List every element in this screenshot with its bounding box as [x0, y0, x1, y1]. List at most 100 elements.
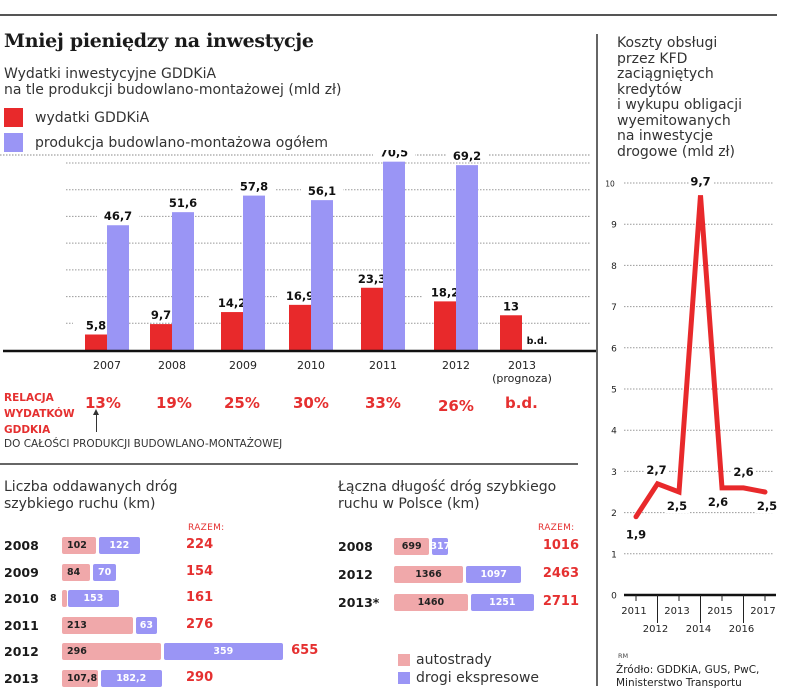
row-year: 2008: [338, 539, 373, 554]
x-tick-label: 2011: [621, 606, 646, 617]
bar-autostrady: 296: [62, 643, 161, 660]
line-series: [633, 195, 768, 520]
label-bg: [706, 494, 730, 509]
x-tick-label: 2013: [508, 359, 536, 372]
y-tick-label: 9: [611, 221, 617, 231]
relation-value: 33%: [365, 394, 401, 412]
legend-item-wydatki: wydatki GDDKiA: [4, 108, 149, 127]
relation-arrow: [96, 412, 97, 432]
bar-value-label: 23,3: [358, 272, 386, 286]
bar-value-label: 18,2: [431, 285, 459, 299]
bar-value-label: 46,7: [104, 209, 132, 223]
label-bg: [624, 527, 648, 542]
right-title-line: i wykupu obligacji: [617, 97, 743, 113]
bar-ekspresowe: 1251: [470, 594, 534, 611]
bar-autostrady: 107,8: [62, 669, 98, 687]
bar-value-label: 5,8: [86, 319, 106, 333]
x-tick-label: 2015: [707, 606, 732, 617]
relation-value: 26%: [438, 397, 474, 415]
row-year: 2008: [4, 538, 39, 553]
horizontal-divider: [0, 463, 578, 465]
y-tick-label: 8: [611, 262, 617, 272]
legend-item-ekspresowe: drogi ekspresowe: [398, 670, 539, 686]
row-total: 2711: [542, 594, 579, 609]
x-tick-label: 2012: [643, 624, 668, 635]
vertical-divider: [596, 34, 598, 686]
bar-wydatki: [221, 312, 243, 350]
chart-subtitle: Wydatki inwestycyjne GDDKiA na tle produ…: [4, 66, 342, 98]
source-line: Ministerstwo Transportu: [616, 677, 742, 689]
page-title: Mniej pieniędzy na inwestycje: [4, 30, 314, 52]
legend-label: wydatki GDDKiA: [35, 109, 150, 126]
bar-produkcja: [383, 161, 405, 350]
relation-value: 25%: [224, 394, 260, 412]
bar-ekspresowe: 122: [98, 537, 140, 554]
bar-produkcja: [456, 165, 478, 350]
bar-value-label: 70,5: [380, 150, 408, 160]
source-line: Źródło: GDDKiA, GUS, PwC,: [616, 664, 760, 676]
point-value-label: 2,5: [757, 499, 777, 513]
row-total: 154: [186, 563, 214, 579]
bar-ekspresowe: 1097: [465, 566, 522, 583]
x-tick-label: 2016: [729, 624, 754, 635]
y-tick-label: 7: [611, 303, 617, 313]
x-tick-label: 2009: [229, 359, 257, 372]
bar-wydatki: [85, 334, 107, 350]
bar-value-label: 69,2: [453, 150, 481, 163]
row-total: 655: [291, 643, 319, 658]
label-bg: [488, 298, 534, 313]
label-bg: [755, 499, 779, 513]
right-title-line: Koszty obsługi: [617, 35, 718, 51]
bar-autostrady: 102: [62, 537, 96, 554]
relation-label: RELACJA WYDATKÓW GDDKIA: [4, 390, 75, 438]
row-total: 290: [186, 669, 214, 685]
bar-value-label: 51,6: [169, 196, 197, 210]
right-chart-title: Koszty obsługi przez KFD zaciągniętych k…: [617, 35, 743, 160]
bar-value-label: b.d.: [527, 336, 548, 347]
row-year: 2012: [4, 644, 39, 659]
total-length-title: Łączna długość dróg szybkiego ruchu w Po…: [338, 479, 556, 513]
label-bg: [446, 150, 488, 163]
relation-value: 13%: [85, 394, 121, 412]
row-year: 2010: [4, 591, 39, 606]
legend-swatch-purple: [398, 672, 410, 684]
fast-roads-title-line: szybkiego ruchu (km): [4, 496, 156, 512]
bar-produkcja: [107, 225, 129, 350]
bar-value-label: 9,7: [151, 308, 171, 322]
subtitle-line-2: na tle produkcji budowlano-montażowej (m…: [4, 82, 342, 98]
bar-value-label: 13: [503, 299, 519, 313]
right-title-line: wyemitowanych: [617, 112, 731, 129]
x-tick-label: 2010: [297, 359, 325, 372]
label-bg: [731, 464, 756, 479]
point-value-label: 2,7: [646, 463, 666, 477]
bar-ekspresowe: 182,2: [100, 669, 162, 687]
relation-label-line: GDDKIA: [4, 424, 51, 436]
razem-label: RAZEM:: [538, 523, 575, 533]
legend-item-autostrady: autostrady: [398, 652, 492, 668]
main-bar-chart: 5,8 46,7 2007 9,7 51,6 2008 14,2 57,8 2009 16,9 56…: [0, 150, 596, 385]
bar-produkcja: [311, 200, 333, 350]
relation-description: DO CAŁOŚCI PRODUKCJI BUDOWLANO-MONTAŻOWE…: [4, 438, 283, 450]
fast-roads-title: Liczba oddawanych dróg szybkiego ruchu (…: [4, 479, 178, 513]
bar-autostrady: 213: [62, 616, 133, 634]
row-year: 2012: [338, 567, 373, 582]
total-length-title-line: Łączna długość dróg szybkiego: [338, 479, 557, 495]
point-value-label: 9,7: [690, 174, 710, 188]
label-bg: [97, 208, 139, 223]
bar-autostrady: 699: [394, 538, 430, 555]
right-title-line: zaciągniętych: [617, 66, 714, 82]
bar-wydatki: [150, 324, 172, 350]
point-value-label: 1,9: [626, 528, 646, 542]
y-tick-label: 2: [611, 509, 617, 519]
y-tick-label: 10: [605, 180, 615, 189]
row-total: 276: [186, 616, 214, 632]
y-tick-label: 4: [611, 427, 617, 437]
relation-value: 19%: [156, 394, 192, 412]
relation-value: b.d.: [505, 394, 538, 412]
right-title-line: na inwestycje: [617, 128, 713, 144]
right-title-line: drogowe (mld zł): [617, 143, 735, 160]
bar-ekspresowe: 317: [430, 538, 450, 555]
legend-label: produkcja budowlano-montażowa ogółem: [35, 134, 329, 151]
label-bg: [301, 183, 343, 198]
y-tick-label: 5: [611, 386, 617, 396]
